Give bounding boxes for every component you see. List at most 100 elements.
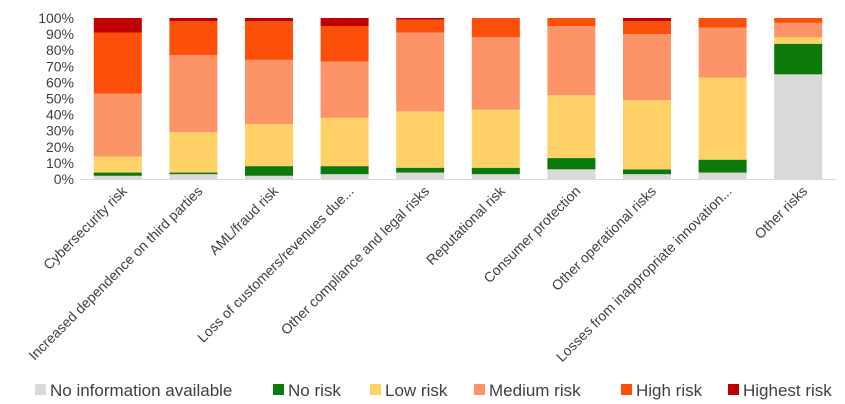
legend-item: High risk — [621, 381, 703, 400]
y-tick-label: 40% — [46, 107, 74, 123]
bar-segment-no-risk — [547, 158, 596, 170]
bar-segment-no-information-available — [471, 174, 520, 179]
legend-label: Highest risk — [743, 381, 832, 400]
bar-segment-no-information-available — [245, 175, 293, 179]
y-tick-label: 70% — [46, 58, 74, 74]
legend-swatch — [273, 384, 284, 395]
bar-segment-no-risk — [396, 167, 445, 173]
bar-segment-high-risk — [320, 26, 369, 62]
bar-segment-low-risk — [169, 132, 218, 173]
y-tick-label: 90% — [46, 26, 74, 42]
bar-segment-low-risk — [396, 111, 445, 168]
y-tick-label: 20% — [46, 139, 74, 155]
bar-stack — [396, 18, 445, 179]
bar-stack — [547, 18, 596, 179]
bar-segment-no-information-available — [169, 174, 218, 179]
bar-segment-high-risk — [169, 21, 218, 56]
legend-item: Low risk — [370, 381, 448, 400]
bar-segment-high-risk — [471, 18, 520, 38]
bar-segment-no-information-available — [93, 175, 142, 179]
bar-segment-low-risk — [320, 117, 369, 167]
x-tick-label: Increased dependence on third parties — [25, 183, 205, 363]
legend-item: Highest risk — [728, 381, 832, 400]
bar-segment-low-risk — [623, 100, 671, 170]
bar-segment-no-risk — [93, 172, 142, 176]
legend-label: No risk — [288, 381, 341, 400]
bar-segment-medium-risk — [93, 93, 142, 157]
x-tick-label: Other risks — [751, 183, 810, 242]
bar-segment-no-risk — [698, 159, 747, 173]
bar-segment-medium-risk — [396, 32, 445, 112]
y-tick-label: 80% — [46, 42, 74, 58]
bar-segment-no-risk — [471, 167, 520, 175]
bar-segment-medium-risk — [320, 61, 369, 118]
bar-segment-no-information-available — [547, 169, 596, 179]
legend-label: Low risk — [385, 381, 448, 400]
bar-segment-no-information-available — [623, 174, 671, 179]
legend-label: No information available — [50, 381, 232, 400]
legend-swatch — [370, 384, 381, 395]
legend-item: No risk — [273, 381, 341, 400]
bar-segment-medium-risk — [245, 59, 293, 125]
legend: No information available No risk Low risk M… — [35, 381, 832, 400]
y-axis: 0%10%20%30%40%50%60%70%80%90%100% — [38, 10, 74, 187]
y-tick-label: 0% — [54, 171, 74, 187]
bar-segment-highest-risk — [396, 18, 445, 20]
x-tick-label: AML/fraud risk — [206, 182, 282, 258]
x-tick-label: Loss of customers/revenues due... — [194, 183, 357, 346]
bar-segment-high-risk — [547, 18, 596, 27]
y-tick-label: 50% — [46, 91, 74, 107]
legend-label: High risk — [636, 381, 703, 400]
bar-segment-highest-risk — [623, 18, 671, 22]
bar-segment-low-risk — [774, 37, 823, 44]
legend-swatch — [621, 384, 632, 395]
bar-segment-high-risk — [698, 18, 747, 28]
bar-segment-highest-risk — [93, 18, 142, 33]
bar-segment-medium-risk — [471, 37, 520, 110]
bar-stack — [774, 18, 823, 179]
bar-segment-medium-risk — [623, 34, 671, 101]
bar-segment-low-risk — [245, 124, 293, 167]
bar-segment-no-risk — [320, 166, 369, 175]
bars — [80, 18, 836, 180]
bar-segment-no-risk — [245, 166, 293, 176]
legend-item: No information available — [35, 381, 232, 400]
bar-stack — [471, 18, 520, 179]
legend-swatch — [728, 384, 739, 395]
bar-segment-medium-risk — [547, 26, 596, 96]
bar-segment-high-risk — [245, 21, 293, 60]
bar-segment-medium-risk — [774, 22, 823, 38]
legend-item: Medium risk — [474, 381, 581, 400]
bar-segment-high-risk — [623, 21, 671, 35]
bar-stack — [623, 18, 671, 179]
legend-label: Medium risk — [489, 381, 581, 400]
bar-segment-high-risk — [93, 32, 142, 94]
legend-swatch — [35, 384, 46, 395]
bar-segment-no-risk — [623, 169, 671, 175]
bar-segment-no-risk — [774, 43, 823, 75]
bar-segment-no-information-available — [774, 74, 823, 179]
bar-segment-low-risk — [547, 95, 596, 159]
bar-segment-highest-risk — [320, 18, 369, 27]
bar-segment-highest-risk — [245, 18, 293, 22]
bar-stack — [320, 18, 369, 179]
bar-stack — [93, 18, 142, 179]
bar-segment-high-risk — [396, 19, 445, 33]
y-tick-label: 100% — [38, 10, 74, 26]
bar-segment-medium-risk — [698, 27, 747, 78]
bar-segment-no-risk — [169, 172, 218, 175]
bar-stack — [245, 18, 293, 179]
bar-segment-low-risk — [93, 156, 142, 173]
bar-segment-low-risk — [471, 109, 520, 168]
x-tick-label: Losses from inappropriate innovation... — [553, 183, 735, 365]
bar-segment-low-risk — [698, 77, 747, 160]
x-tick-label: Other compliance and legal risks — [277, 183, 432, 338]
y-tick-label: 10% — [46, 155, 74, 171]
bar-segment-medium-risk — [169, 55, 218, 133]
bar-segment-highest-risk — [169, 18, 218, 22]
bar-stack — [169, 18, 218, 179]
y-tick-label: 30% — [46, 123, 74, 139]
